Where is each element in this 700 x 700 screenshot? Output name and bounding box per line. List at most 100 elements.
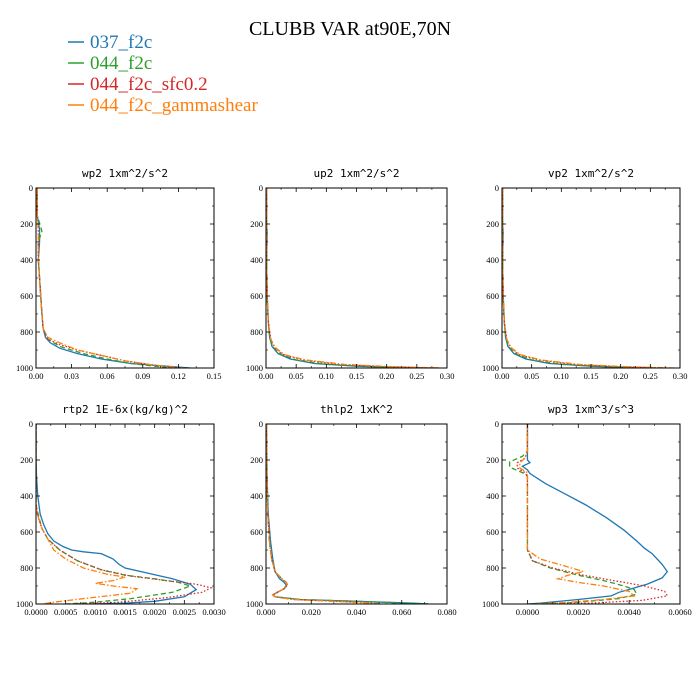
x-tick-label: 0.10 xyxy=(319,371,334,381)
x-tick-label: 0.25 xyxy=(409,371,424,381)
plot-frame xyxy=(501,423,681,605)
y-tick-label: 600 xyxy=(250,291,263,301)
legend-label: 037_f2c xyxy=(90,32,152,53)
x-tick-label: 0.15 xyxy=(207,371,222,381)
y-tick-label: 0 xyxy=(495,419,499,429)
series-group xyxy=(266,424,432,604)
series-group xyxy=(36,424,213,604)
x-tick-label: 0.0040 xyxy=(617,607,640,617)
y-tick-label: 600 xyxy=(20,527,33,537)
series-line-2 xyxy=(508,424,638,604)
x-tick-label: 0.0020 xyxy=(143,607,166,617)
series-line-1 xyxy=(521,424,669,604)
plot-frame xyxy=(265,423,448,605)
series-group xyxy=(266,188,441,368)
series-line-1 xyxy=(36,188,191,368)
y-tick-label: 1000 xyxy=(16,599,33,609)
x-tick-label: 0.020 xyxy=(302,607,321,617)
x-tick-label: 0.05 xyxy=(524,371,539,381)
panel-title: wp2 1xm^2/s^2 xyxy=(82,167,168,180)
legend-label: 044_f2c xyxy=(90,53,152,74)
y-tick-label: 1000 xyxy=(482,599,499,609)
series-line-3 xyxy=(36,424,213,604)
y-tick-label: 800 xyxy=(250,563,263,573)
series-group xyxy=(502,188,675,368)
y-tick-label: 200 xyxy=(486,455,499,465)
x-tick-label: 0.000 xyxy=(256,607,275,617)
series-line-4 xyxy=(266,188,441,368)
y-tick-label: 600 xyxy=(20,291,33,301)
series-line-2 xyxy=(266,188,429,368)
y-tick-label: 200 xyxy=(250,455,263,465)
panel-6: wp3 1xm^3/s^3 0 200 400 600 800 1000 0.0000 0.00… xyxy=(482,403,692,617)
series-line-2 xyxy=(36,424,193,604)
y-tick-label: 200 xyxy=(20,219,33,229)
series-line-1 xyxy=(266,188,429,368)
y-tick-label: 0 xyxy=(29,183,33,193)
x-tick-label: 0.0060 xyxy=(668,607,691,617)
legend: 037_f2c044_f2c044_f2c_sfc0.2044_f2c_gamm… xyxy=(68,32,258,116)
y-tick-label: 400 xyxy=(486,255,499,265)
series-line-2 xyxy=(266,424,432,604)
series-group xyxy=(508,424,669,604)
series-line-1 xyxy=(36,424,198,604)
series-line-4 xyxy=(502,188,675,368)
figure-title: CLUBB VAR at90E,70N xyxy=(249,18,451,40)
plot-frame xyxy=(265,187,448,369)
legend-label: 044_f2c_gammashear xyxy=(90,95,258,116)
series-line-4 xyxy=(519,424,636,604)
y-tick-label: 800 xyxy=(20,563,33,573)
series-line-4 xyxy=(266,424,380,604)
series-line-2 xyxy=(36,188,179,368)
panel-4: rtp2 1E-6x(kg/kg)^2020040060080010000.00… xyxy=(16,403,226,617)
x-tick-label: 0.15 xyxy=(349,371,364,381)
x-tick-label: 0.30 xyxy=(440,371,455,381)
x-tick-label: 0.0020 xyxy=(567,607,590,617)
x-tick-label: 0.0000 xyxy=(516,607,539,617)
x-tick-label: 0.060 xyxy=(392,607,411,617)
series-line-2 xyxy=(502,188,657,368)
x-tick-label: 0.06 xyxy=(100,371,115,381)
x-tick-label: 0.00 xyxy=(29,371,44,381)
series-line-3 xyxy=(266,424,380,604)
series-line-1 xyxy=(266,424,429,604)
x-tick-label: 0.15 xyxy=(584,371,599,381)
x-tick-label: 0.0010 xyxy=(84,607,107,617)
y-tick-label: 1000 xyxy=(246,599,263,609)
x-tick-label: 0.05 xyxy=(289,371,304,381)
y-tick-label: 200 xyxy=(20,455,33,465)
x-tick-label: 0.0005 xyxy=(54,607,77,617)
y-tick-label: 800 xyxy=(20,327,33,337)
y-tick-label: 400 xyxy=(486,491,499,501)
y-tick-label: 600 xyxy=(486,291,499,301)
series-line-3 xyxy=(516,424,669,604)
series-line-3 xyxy=(266,188,435,368)
y-tick-label: 0 xyxy=(495,183,499,193)
x-tick-label: 0.0000 xyxy=(24,607,47,617)
y-tick-label: 0 xyxy=(259,419,263,429)
y-tick-label: 0 xyxy=(259,183,263,193)
panel-title: vp2 1xm^2/s^2 xyxy=(548,167,634,180)
y-tick-label: 600 xyxy=(486,527,499,537)
panel-title: up2 1xm^2/s^2 xyxy=(313,167,399,180)
x-tick-label: 0.00 xyxy=(259,371,274,381)
x-tick-label: 0.25 xyxy=(643,371,658,381)
y-tick-label: 200 xyxy=(250,219,263,229)
x-tick-label: 0.20 xyxy=(379,371,394,381)
plot-frame xyxy=(35,187,215,369)
y-tick-label: 800 xyxy=(486,327,499,337)
y-tick-label: 800 xyxy=(250,327,263,337)
series-line-3 xyxy=(36,188,179,368)
y-tick-label: 600 xyxy=(250,527,263,537)
series-group xyxy=(36,188,191,368)
legend-label: 044_f2c_sfc0.2 xyxy=(90,74,208,95)
x-tick-label: 0.0015 xyxy=(113,607,136,617)
x-tick-label: 0.30 xyxy=(673,371,688,381)
y-tick-label: 1000 xyxy=(246,363,263,373)
